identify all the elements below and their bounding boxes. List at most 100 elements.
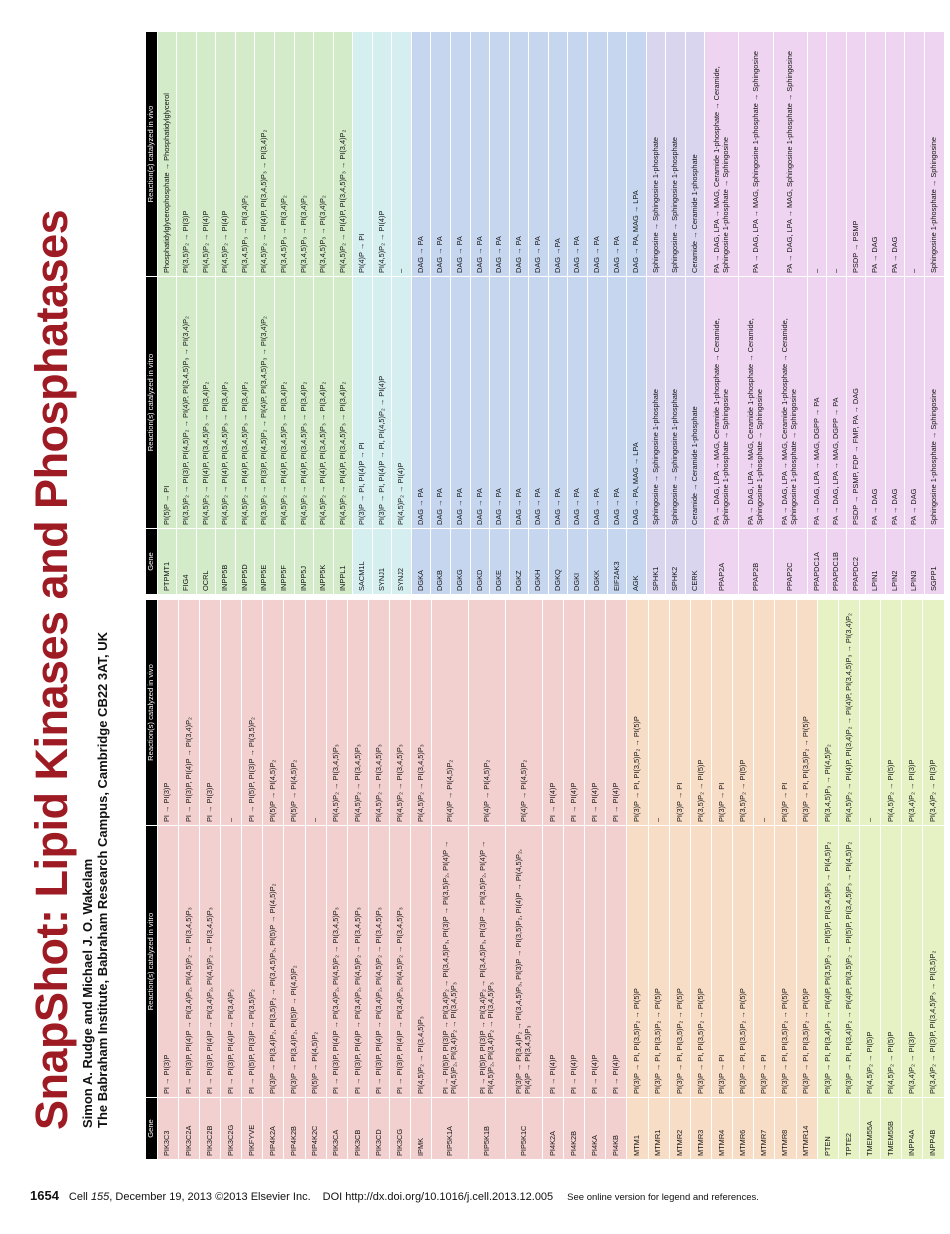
row: PTPMT1 PI(5)P → PI Phosphatidylglycerophos…: [157, 31, 177, 595]
reaction-cell: DAG → PA: [548, 276, 568, 529]
gene-cell: TPTE2: [838, 1097, 860, 1160]
gene-cell: INPP5J: [294, 528, 314, 595]
gene-cell: INPP4A: [901, 1097, 923, 1160]
page-number: 1654: [30, 1188, 59, 1203]
reaction-cell: PA → DAG, LPA → MAG, DGPP → PA: [826, 276, 847, 529]
row: PPAPDC1A PA → DAG, LPA → MAG, DGPP → PA –: [807, 31, 827, 595]
reaction-cell: PI → PI(4)P: [542, 825, 564, 1098]
reaction-cell: PI(4,5)P₂ → PI(3,4,5)P₃: [368, 599, 390, 826]
gene-cell: PIP5K1C: [505, 1097, 543, 1160]
row: DGKQ DAG → PA DAG →PA: [548, 31, 568, 595]
rotated-content: SnapShot: Lipid Kinases and Phosphatases…: [26, 30, 950, 1180]
reaction-cell: PA → DAG: [904, 276, 925, 529]
row: SPHK2 Sphingosine → Sphingosine 1-phospha…: [665, 31, 686, 595]
row: PIK3CG PI → PI(3)P, PI(4)P → PI(3,4)P₂, P…: [389, 599, 411, 1160]
row: PPAP2B PA → DAG, LPA → MAG, Ceramide 1-ph…: [738, 31, 773, 595]
row: INPP5B PI(4,5)P₂ → PI(4)P, PI(3,4,5)P₃ → …: [215, 31, 236, 595]
gene-cell: PPAPDC1B: [826, 528, 847, 595]
gene-cell: SYNJ2: [391, 528, 412, 595]
row: PIP5K1A PI → PI(5)P, PI(3)P → PI(3,4)P₂ →…: [431, 599, 469, 1160]
reaction-cell: DAG → PA: [489, 31, 510, 277]
gene-cell: MTMR14: [796, 1097, 818, 1160]
reaction-cell: DAG →PA: [548, 31, 568, 277]
reaction-cell: PI → PI(3)P, PI(4)P → PI(3,4)P₂: [220, 825, 242, 1098]
reaction-cell: PI(4,5)P₂ → PI(5)P: [859, 825, 881, 1098]
row: DGKE DAG → PA DAG → PA: [489, 31, 510, 595]
row: PTEN PI(3)P → PI, PI(3,4)P₂ → PI(4)P, PI(…: [817, 599, 839, 1160]
row: MTMR3 PI(3)P → PI, PI(3,5)P₂ → PI(5)P PI(3…: [690, 599, 712, 1160]
reaction-cell: PA → DAG, LPA → MAG, Sphingosine 1-phosp…: [773, 31, 808, 277]
reaction-cell: Sphingosine 1-phosphate → Sphingosine: [924, 31, 945, 277]
note: See online version for legend and refere…: [567, 1192, 759, 1203]
row: SACM1L PI(3)P → PI, PI(4)P → PI PI(4)P → P…: [352, 31, 373, 595]
row: DGKZ DAG → PA DAG → PA: [509, 31, 529, 595]
reaction-cell: PI(3)P → PI, PI(3,5)P₂ → PI(5)P: [669, 825, 691, 1098]
reaction-cell: PI(4,5)P₂ → PI(3,4,5)P₃: [410, 825, 432, 1098]
gene-cell: PTEN: [817, 1097, 839, 1160]
gene-cell: PIP4K2A: [262, 1097, 284, 1160]
reaction-cell: PI → PI(3)P, PI(4)P → PI(3,4)P₂, PI(4,5)…: [199, 825, 221, 1098]
gene-cell: PTPMT1: [157, 528, 177, 595]
row: PPAP2A PA → DAG, LPA → MAG, Ceramide 1-ph…: [704, 31, 739, 595]
gene-cell: MTMR2: [669, 1097, 691, 1160]
reaction-cell: PI(4,5)P₂ → PI(5)P: [880, 599, 902, 826]
gene-cell: PI4KB: [605, 1097, 627, 1160]
reaction-cell: PI(3,4)P₂ → PI(3)P: [901, 599, 923, 826]
table: Gene Reaction(s) catalyzed in vitro Reacti…: [145, 31, 945, 595]
row: DGKK DAG → PA DAG → PA: [587, 31, 608, 595]
row: PIK3CD PI → PI(3)P, PI(4)P → PI(3,4)P₂, P…: [368, 599, 390, 1160]
row: LPIN3 PA → DAG –: [904, 31, 925, 595]
reaction-cell: PI(3,4,5)P₃ → PI(3,4)P₂: [294, 31, 314, 277]
row: CERK Ceramide → Ceramide 1-phosphate Ceram…: [685, 31, 705, 595]
reaction-cell: PI(3,4)P₂ → PI(3)P, PI(3,4,5)P₃ → PI(3,5…: [922, 825, 945, 1098]
row: OCRL PI(4,5)P₂ → PI(4)P, PI(3,4,5)P₃ → PI…: [196, 31, 216, 595]
gene-cell: PPAPDC2: [846, 528, 866, 595]
gene-cell: INPPL1: [333, 528, 353, 595]
gene-cell: DGKI: [567, 528, 588, 595]
header-row: Gene Reaction(s) catalyzed in vitro Reacti…: [145, 599, 158, 1160]
reaction-cell: PI(4,5)P₂ → PI(4)P, PI(3,4,5)P₃ → PI(3,4…: [333, 31, 353, 277]
gene-cell: PPAP2B: [738, 528, 773, 595]
reaction-cell: PI(4,5)P₂ → PI(5)P: [880, 825, 902, 1098]
column-header: Gene: [145, 1097, 158, 1160]
reaction-cell: PI → PI(4)P: [542, 599, 564, 826]
row: INPP4B PI(3,4)P₂ → PI(3)P, PI(3,4,5)P₃ → …: [922, 599, 945, 1160]
gene-cell: SPHK1: [646, 528, 666, 595]
reaction-cell: PI(3,5)P₂ → PI(5)P: [690, 599, 712, 826]
gene-cell: TMEM55B: [880, 1097, 902, 1160]
row: DGKH DAG → PA DAG → PA: [528, 31, 549, 595]
row: PIK3C2B PI → PI(3)P, PI(4)P → PI(3,4)P₂, …: [199, 599, 221, 1160]
reaction-cell: PI(4,5)P₂ → PI(4)P, PI(3,4,5)P₃ → PI(3,4…: [254, 31, 275, 277]
gene-cell: INPP5F: [274, 528, 295, 595]
gene-cell: PPAP2A: [704, 528, 739, 595]
row: PIKFYVE PI → PI(5)P, PI(3)P → PI(3,5)P₂ PI…: [241, 599, 263, 1160]
gene-cell: PIK3C2B: [199, 1097, 221, 1160]
row: INPP5E PI(3,5)P₂ → PI(3)P, PI(4,5)P₂ → PI…: [254, 31, 275, 595]
gene-cell: PIKFYVE: [241, 1097, 263, 1160]
journal: Cell: [68, 1191, 88, 1203]
gene-cell: INPP5D: [235, 528, 255, 595]
gene-cell: PI4K2B: [563, 1097, 585, 1160]
gene-cell: PIK3C2G: [220, 1097, 242, 1160]
reaction-cell: DAG → PA: [411, 31, 431, 277]
row: SPHK1 Sphingosine → Sphingosine 1-phospha…: [646, 31, 666, 595]
reaction-cell: PI(5)P → PI(4,5)P₂: [262, 599, 284, 826]
reaction-cell: PI(3)P → PI, PI(3,5)P₂ → PI(5)P: [626, 825, 649, 1098]
row: PIK3C2A PI → PI(3)P, PI(4)P → PI(3,4)P₂, …: [178, 599, 200, 1160]
gene-cell: LPIN3: [904, 528, 925, 595]
row: INPP5K PI(4,5)P₂ → PI(4)P, PI(3,4,5)P₃ → …: [313, 31, 334, 595]
row: PPAPDC1B PA → DAG, LPA → MAG, DGPP → PA –: [826, 31, 847, 595]
affiliation: The Babraham Institute, Babraham Researc…: [95, 631, 110, 1128]
reaction-cell: PI → PI(3)P, PI(4)P → PI(3,4)P₂, PI(4,5)…: [347, 825, 369, 1098]
reaction-cell: PI → PI(3)P, PI(4)P → PI(3,4)P₂, PI(4,5)…: [326, 825, 348, 1098]
reaction-cell: PI(3)P → PI(3,4)P₂, PI(5)P → PI(4,5)P₂: [283, 825, 306, 1098]
reaction-cell: DAG → PA: [528, 276, 549, 529]
reaction-cell: PI(4,5)P₂ → PI(3,4,5)P₃: [389, 599, 411, 826]
reaction-cell: PI(3,4)P₂ → PI(3)P: [901, 825, 923, 1098]
reaction-cell: PI(3)P → PI, PI(3,5)P₂ → PI(5)P: [648, 825, 670, 1098]
reaction-cell: PI → PI(5)P, PI(3)P → PI(3,5)P₂: [241, 825, 263, 1098]
reaction-cell: DAG → PA: [567, 31, 588, 277]
reaction-cell: PI(3)P → PI(3,4)P₂, PI(3,5)P₂ → PI(3,4,5…: [262, 825, 284, 1098]
row: PI4K2A PI → PI(4)P PI → PI(4)P: [542, 599, 564, 1160]
reaction-cell: –: [904, 31, 925, 277]
